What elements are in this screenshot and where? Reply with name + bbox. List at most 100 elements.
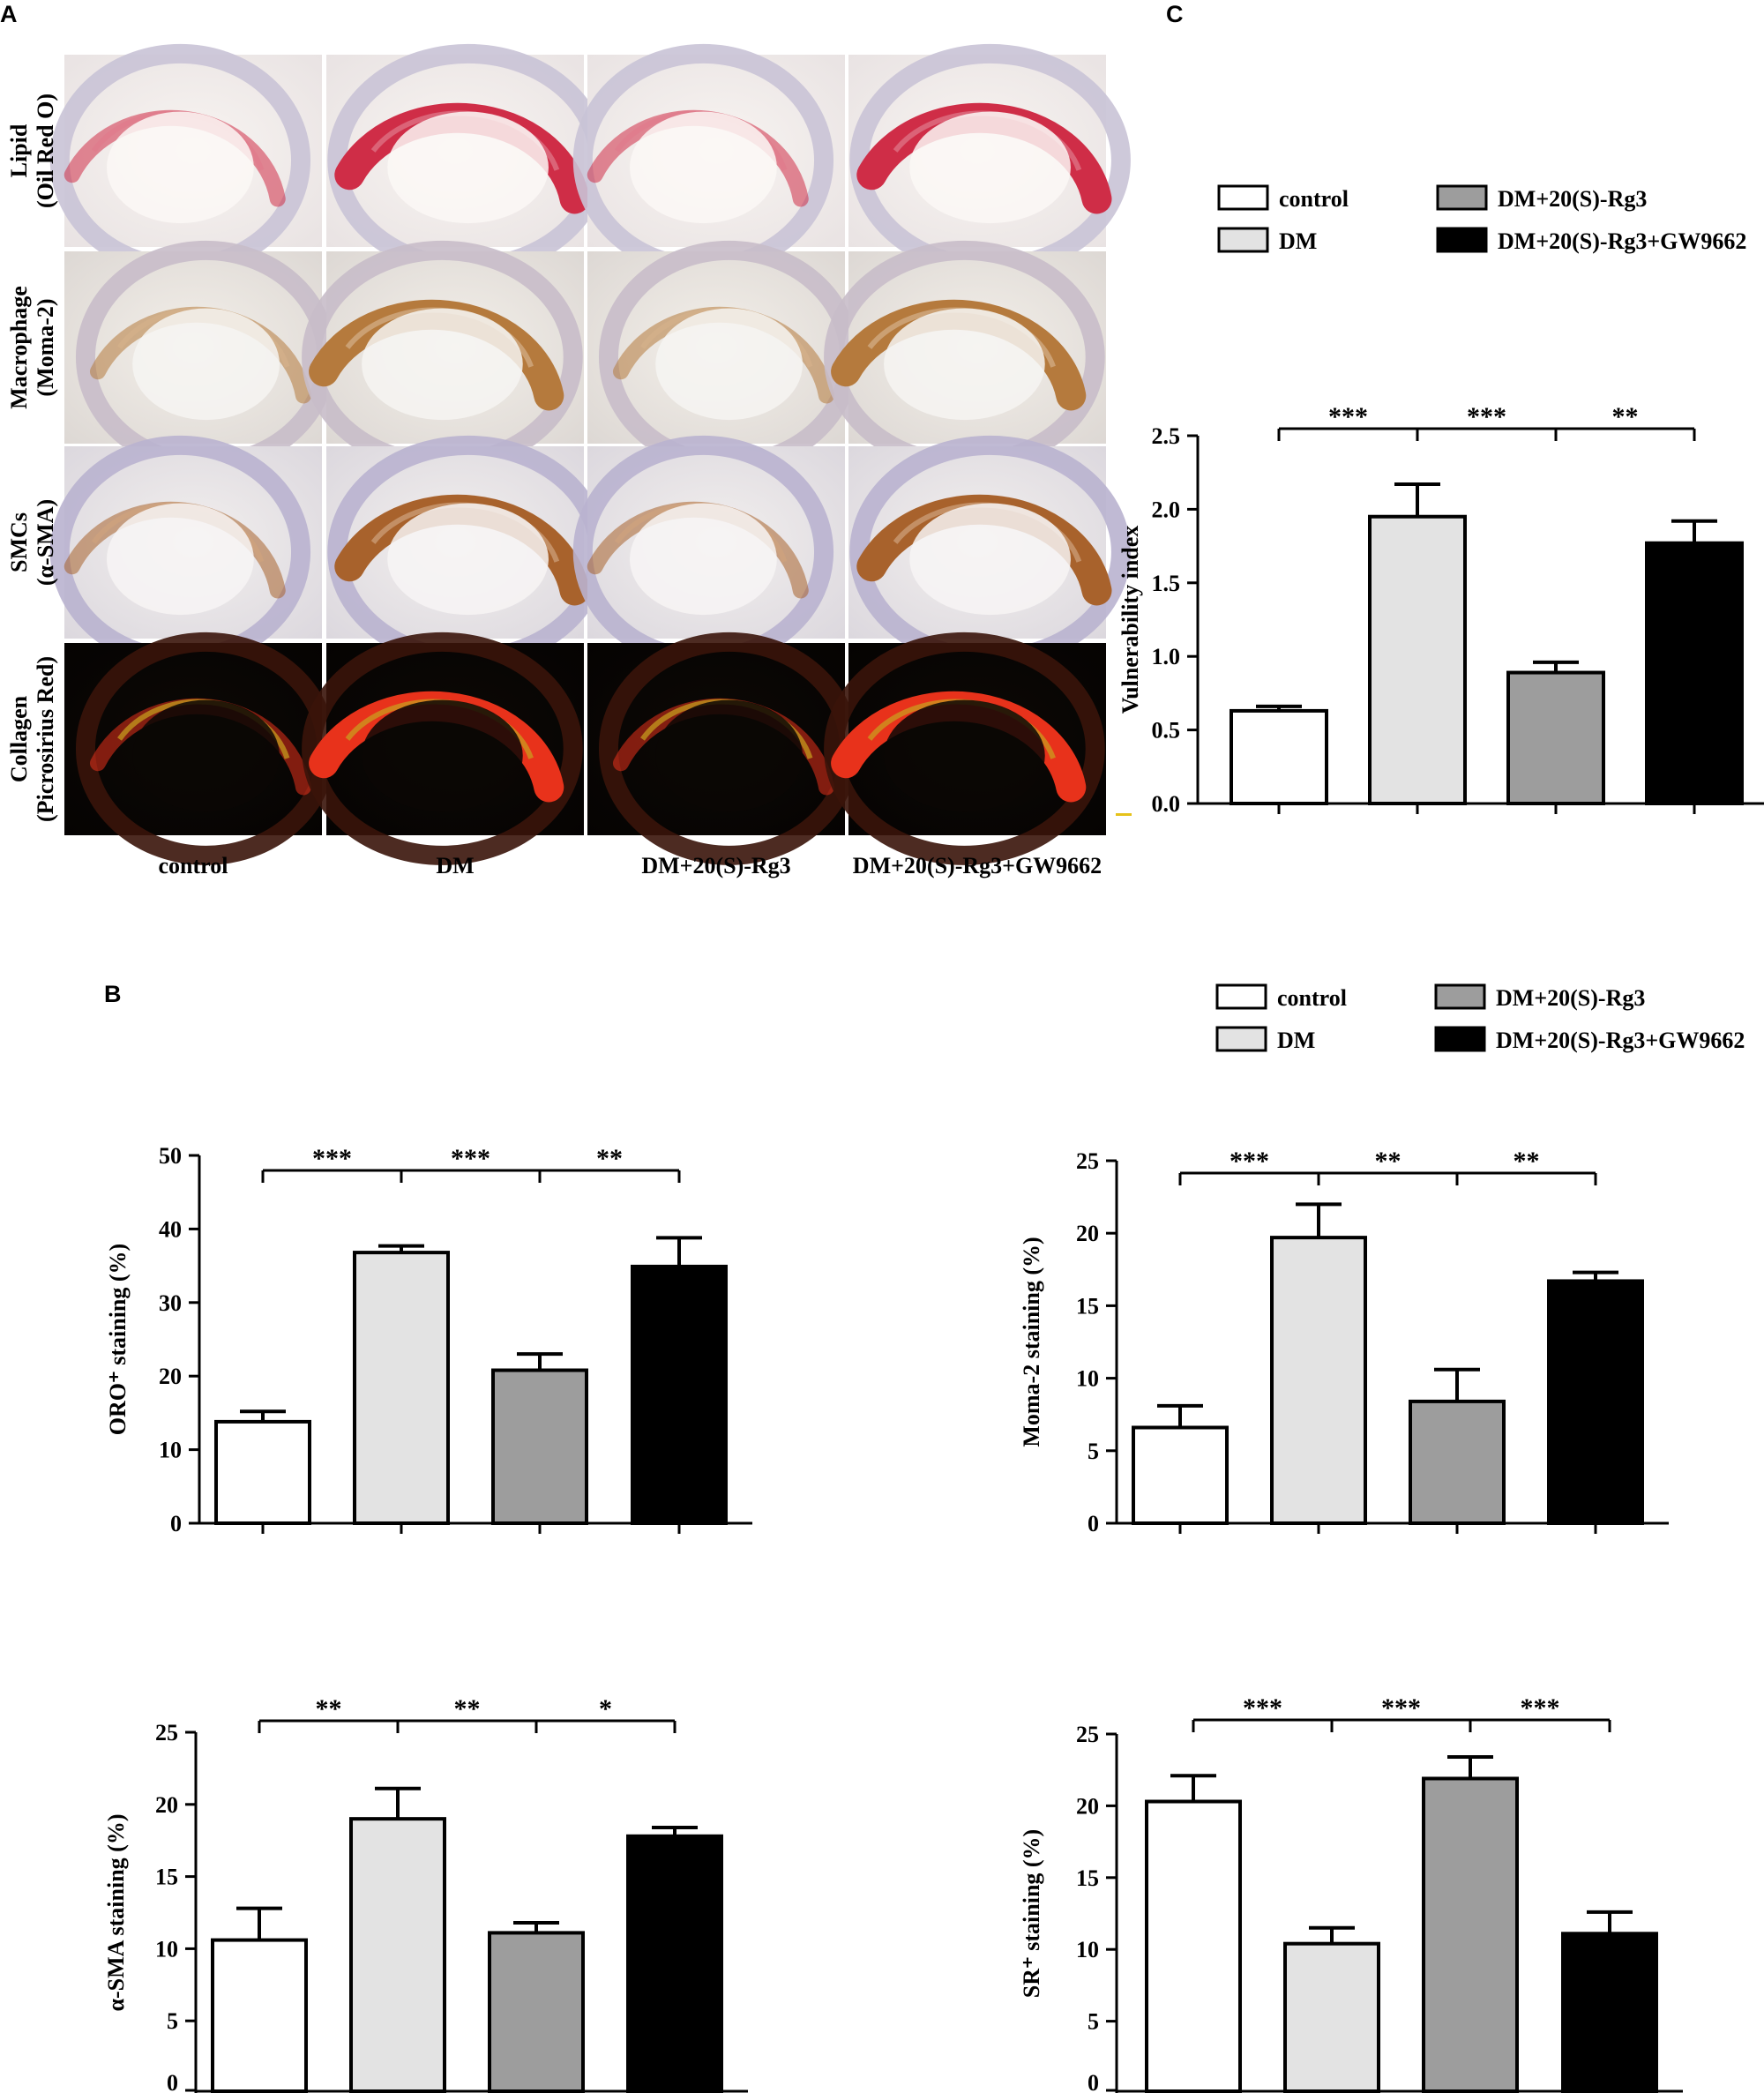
y-tick-label-4: 20	[155, 1792, 178, 1818]
legend-label-3: DM+20(S)-Rg3	[1498, 186, 1647, 212]
micrograph-smc-4	[848, 435, 1131, 669]
panel-b-letter: B	[104, 981, 122, 1007]
row-label-collagen-line2: (Picrosirius Red)	[33, 656, 58, 822]
y-axis-label: Vulnerability index	[1117, 526, 1143, 714]
legend-label-1: control	[1279, 186, 1349, 212]
micrograph-collagen-1	[64, 632, 337, 865]
y-tick-label-0: 0	[1088, 1511, 1099, 1536]
vessel-wall	[824, 632, 1105, 865]
vessel-lumen	[107, 503, 254, 616]
micrograph-macrophage-4	[824, 240, 1106, 474]
significance-label: **	[1375, 1147, 1401, 1176]
bar-3	[488, 1931, 585, 2093]
y-tick-label-0: 0.0	[1152, 791, 1181, 817]
micrograph-smc-1	[49, 435, 322, 669]
legend-label-2: DM	[1279, 228, 1317, 254]
micrograph-column-labels: control DM DM+20(S)-Rg3 DM+20(S)-Rg3+GW9662	[159, 853, 1102, 878]
bar-4	[626, 1834, 723, 2093]
y-tick-label-5: 25	[155, 1720, 178, 1745]
bar-3	[1409, 1399, 1506, 1526]
bar-3	[491, 1368, 588, 1525]
micrograph-smc-2	[326, 435, 609, 669]
y-tick-label-0: 0	[167, 2070, 178, 2093]
vessel-lumen	[655, 308, 803, 421]
significance-label: **	[1514, 1147, 1540, 1176]
significance-bracket-3: **	[1455, 1147, 1597, 1185]
legend-label-2: DM	[1277, 1028, 1315, 1053]
column-label-3: DM+20(S)-Rg3	[641, 853, 790, 878]
vessel-lumen	[387, 503, 549, 616]
legend-label-1: control	[1277, 985, 1347, 1011]
significance-bracket-3: *	[534, 1694, 676, 1733]
vessel-wall	[302, 632, 583, 865]
significance-label: ***	[1243, 1693, 1282, 1723]
vessel-lumen	[132, 308, 280, 421]
y-tick-label-4: 40	[159, 1216, 182, 1242]
micrograph-smc-3	[572, 435, 845, 669]
vessel-lumen	[630, 503, 777, 616]
micrograph-macrophage-2	[302, 240, 584, 474]
vessel-lumen	[362, 699, 523, 812]
significance-label: **	[454, 1694, 481, 1723]
y-tick-label-5: 25	[1076, 1148, 1099, 1174]
panel-a-letter: A	[0, 1, 18, 27]
vessel-lumen	[630, 111, 777, 224]
micrograph-row-labels: Lipid (Oil Red O) Macrophage (Moma-2) SMCs (α…	[6, 93, 58, 822]
significance-label: ***	[1521, 1693, 1560, 1723]
chart-sr-staining: 0 5 10 15 20 25 SR⁺ staining (%) *** *** ***	[1019, 1693, 1683, 2093]
micrograph-lipid-1	[49, 43, 322, 277]
legend-swatch-3	[1436, 184, 1488, 211]
y-tick-label-3: 1.5	[1152, 571, 1181, 596]
vessel-lumen	[655, 699, 803, 812]
bar-4	[1561, 1932, 1658, 2093]
significance-bracket-1: ***	[1192, 1693, 1334, 1732]
vessel-lumen	[909, 503, 1071, 616]
y-axis-label: α-SMA staining (%)	[103, 1814, 129, 2012]
row-label-smc-line1: SMCs	[6, 512, 32, 572]
significance-bracket-1: **	[258, 1694, 400, 1733]
micrograph-lipid-4	[848, 43, 1131, 277]
row-label-collagen-line1: Collagen	[6, 695, 32, 782]
legend-swatch-2	[1217, 227, 1269, 253]
panel-c-letter: C	[1166, 1, 1184, 27]
y-tick-label-1: 5	[1088, 2009, 1099, 2035]
significance-bracket-1: ***	[261, 1144, 403, 1183]
y-tick-label-4: 20	[1076, 1221, 1099, 1246]
vessel-lumen	[884, 308, 1045, 421]
significance-bracket-2: **	[396, 1694, 538, 1733]
row-label-smc-line2: (α-SMA)	[33, 499, 58, 586]
bar-2	[349, 1817, 446, 2093]
y-tick-label-1: 10	[159, 1438, 182, 1463]
y-tick-label-0: 0	[1088, 2070, 1099, 2093]
bar-1	[1230, 708, 1328, 806]
legend-swatch-4	[1434, 1026, 1486, 1052]
significance-label: ***	[1230, 1147, 1269, 1176]
significance-label: ***	[312, 1144, 352, 1173]
vessel-lumen	[132, 699, 280, 812]
legend-swatch-1	[1215, 983, 1267, 1010]
y-axis-label: ORO⁺ staining (%)	[105, 1244, 131, 1435]
significance-label: ***	[451, 1144, 490, 1173]
significance-label: *	[599, 1694, 612, 1723]
y-tick-label-5: 50	[159, 1143, 182, 1169]
significance-bracket-2: **	[1317, 1147, 1459, 1185]
row-label-macrophage-line1: Macrophage	[6, 286, 32, 409]
y-tick-label-2: 10	[1076, 1937, 1099, 1962]
bar-3	[1422, 1776, 1519, 2093]
significance-bracket-3: **	[538, 1144, 681, 1183]
column-label-2: DM	[436, 853, 474, 878]
legend-label-4: DM+20(S)-Rg3+GW9662	[1496, 1028, 1745, 1053]
micrograph-grid	[49, 43, 1132, 865]
vessel-lumen	[362, 308, 523, 421]
significance-label: **	[1612, 402, 1639, 431]
y-tick-label-0: 0	[170, 1511, 182, 1536]
bar-3	[1506, 670, 1605, 805]
bar-1	[1145, 1799, 1242, 2093]
significance-bracket-3: **	[1554, 402, 1696, 441]
micrograph-collagen-2	[302, 632, 584, 865]
significance-label: ***	[1381, 1693, 1421, 1723]
y-tick-label-2: 20	[159, 1364, 182, 1389]
